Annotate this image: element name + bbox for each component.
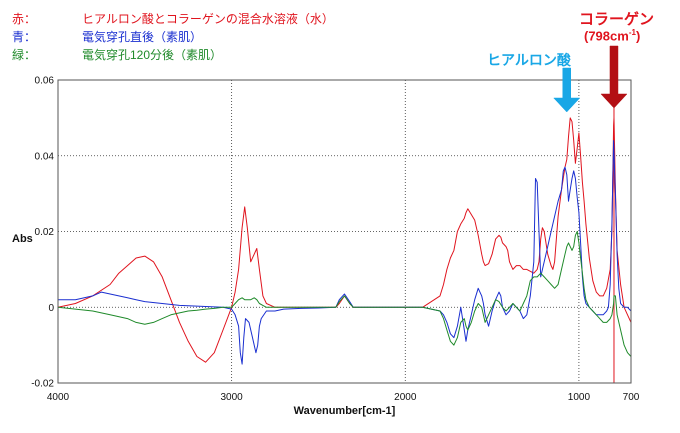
axis-labels-layer: 4000 3000 2000 1000 700 -0.02 0 0.02 0.04 0.06 Wav… (12, 76, 640, 418)
y-tick-label: 0 (48, 303, 54, 314)
legend-text-green: 電気穿孔120分後（素肌） (82, 48, 223, 62)
collagen-arrow (600, 45, 628, 109)
legend-row-blue: 青： 電気穿孔直後（素肌） (12, 30, 202, 44)
y-tick-label: 0.06 (35, 76, 55, 87)
legend-key-red: 赤： (12, 12, 37, 26)
hyaluronic-label: ヒアルロン酸 (487, 52, 571, 68)
collagen-unit-close: ) (635, 28, 641, 44)
annotation-arrows-layer (553, 45, 628, 113)
x-tick-label: 3000 (221, 392, 244, 403)
series-layer (57, 80, 632, 383)
x-tick-label: 4000 (47, 392, 70, 403)
x-tick-label: 1000 (568, 392, 591, 403)
legend-key-green: 緑： (12, 48, 37, 62)
hyaluronic-arrow (553, 67, 581, 113)
y-axis-label: Abs (12, 233, 33, 245)
legend-key-blue: 青： (12, 30, 37, 44)
collagen-wavenumber: (798cm (584, 28, 629, 44)
legend-row-green: 緑： 電気穿孔120分後（素肌） (12, 48, 222, 62)
x-tick-label: 700 (623, 392, 640, 403)
plot-frame (57, 79, 632, 384)
frame-layer (57, 79, 632, 384)
collagen-wavenumber-label: (798cm-1) (584, 28, 640, 43)
y-tick-label: -0.02 (31, 379, 54, 390)
x-tick-label: 2000 (394, 392, 417, 403)
series-line-0 (57, 117, 632, 363)
y-tick-label: 0.02 (35, 227, 55, 238)
series-line-2 (57, 231, 632, 357)
series-line-1 (58, 140, 632, 365)
collagen-unit-sup: -1 (628, 28, 636, 37)
legend-text-blue: 電気穿孔直後（素肌） (82, 30, 203, 44)
plot-area (58, 80, 631, 383)
legend-text-red: ヒアルロン酸とコラーゲンの混合水溶液（水） (82, 12, 334, 26)
grid-layer (58, 80, 631, 383)
legend-row-red: 赤： ヒアルロン酸とコラーゲンの混合水溶液（水） (12, 12, 334, 26)
x-axis-label: Wavenumber[cm-1] (294, 405, 396, 417)
y-tick-label: 0.04 (35, 151, 55, 162)
collagen-label: コラーゲン (579, 11, 655, 28)
